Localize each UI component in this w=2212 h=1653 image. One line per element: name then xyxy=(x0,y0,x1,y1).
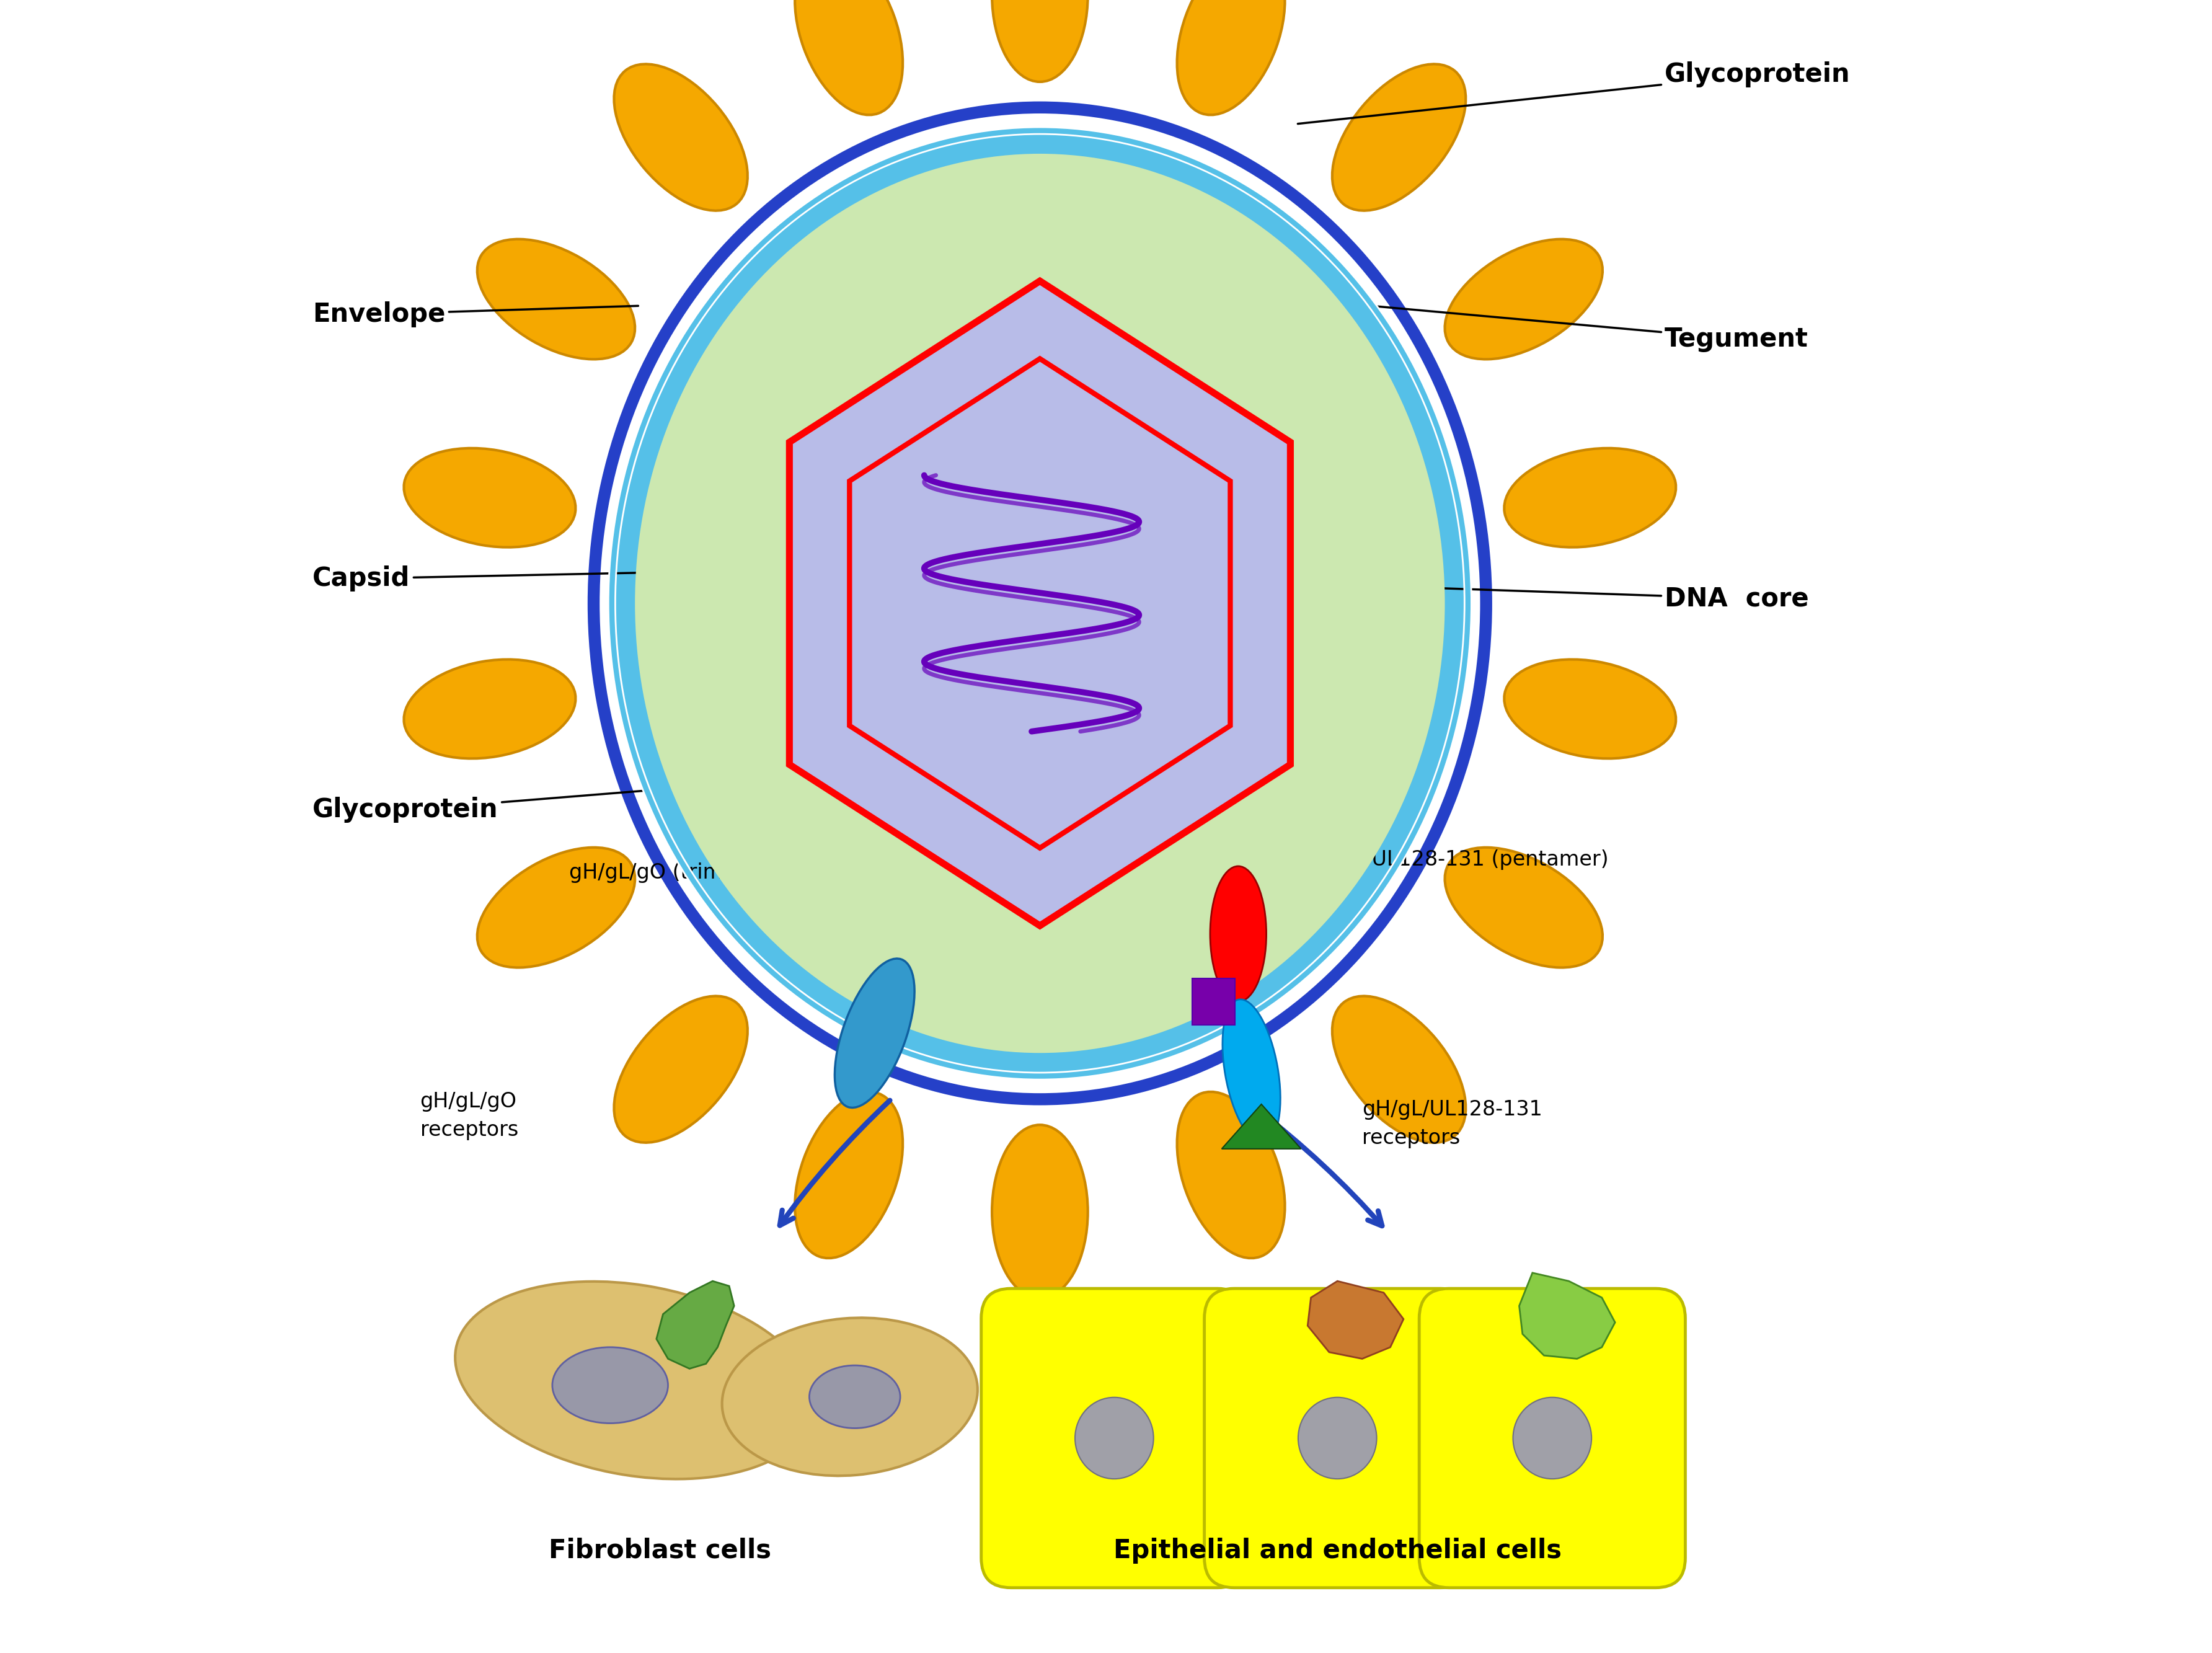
Text: Capsid: Capsid xyxy=(312,565,757,592)
Ellipse shape xyxy=(553,1347,668,1423)
Ellipse shape xyxy=(1504,448,1677,547)
Ellipse shape xyxy=(1075,1397,1152,1479)
Ellipse shape xyxy=(1210,866,1265,1002)
Text: DNA  core: DNA core xyxy=(1256,582,1809,612)
Ellipse shape xyxy=(635,154,1444,1053)
Ellipse shape xyxy=(991,0,1088,81)
Ellipse shape xyxy=(991,1124,1088,1299)
FancyBboxPatch shape xyxy=(1203,1289,1471,1587)
Ellipse shape xyxy=(456,1281,814,1479)
Text: Envelope: Envelope xyxy=(312,301,639,327)
Polygon shape xyxy=(790,281,1290,926)
Ellipse shape xyxy=(1513,1397,1590,1479)
Ellipse shape xyxy=(405,660,575,759)
Polygon shape xyxy=(657,1281,734,1369)
Ellipse shape xyxy=(593,107,1486,1099)
Ellipse shape xyxy=(834,959,914,1108)
Ellipse shape xyxy=(613,127,1467,1079)
Text: gH/gL/UL128-131 (pentamer): gH/gL/UL128-131 (pentamer) xyxy=(1305,850,1608,869)
Text: gH/gL/UL128-131
receptors: gH/gL/UL128-131 receptors xyxy=(1363,1099,1542,1149)
Ellipse shape xyxy=(794,1091,902,1258)
FancyBboxPatch shape xyxy=(1420,1289,1686,1587)
Ellipse shape xyxy=(1223,1000,1281,1142)
Ellipse shape xyxy=(405,448,575,547)
Ellipse shape xyxy=(478,848,635,967)
Text: Fibroblast cells: Fibroblast cells xyxy=(549,1537,772,1564)
FancyBboxPatch shape xyxy=(982,1289,1248,1587)
Text: Glycoprotein: Glycoprotein xyxy=(1298,61,1851,124)
Ellipse shape xyxy=(1444,848,1601,967)
Ellipse shape xyxy=(1332,64,1467,210)
Text: gH/gL/gO
receptors: gH/gL/gO receptors xyxy=(420,1091,518,1141)
Ellipse shape xyxy=(1332,997,1467,1142)
Ellipse shape xyxy=(615,64,748,210)
Bar xyxy=(1192,979,1234,1025)
Ellipse shape xyxy=(1444,240,1601,359)
Ellipse shape xyxy=(794,0,902,116)
Polygon shape xyxy=(1520,1273,1615,1359)
Polygon shape xyxy=(1221,1104,1301,1149)
Ellipse shape xyxy=(1177,0,1285,116)
Text: Tegument: Tegument xyxy=(1371,306,1809,352)
Ellipse shape xyxy=(721,1317,978,1476)
Ellipse shape xyxy=(810,1365,900,1428)
Ellipse shape xyxy=(1504,660,1677,759)
Ellipse shape xyxy=(1298,1397,1376,1479)
Ellipse shape xyxy=(478,240,635,359)
Text: Epithelial and endothelial cells: Epithelial and endothelial cells xyxy=(1113,1537,1562,1564)
Ellipse shape xyxy=(615,997,748,1142)
Text: gH/gL/gO (trimer): gH/gL/gO (trimer) xyxy=(568,863,752,883)
Text: Glycoprotein: Glycoprotein xyxy=(312,790,650,823)
Polygon shape xyxy=(1307,1281,1402,1359)
Ellipse shape xyxy=(1177,1091,1285,1258)
